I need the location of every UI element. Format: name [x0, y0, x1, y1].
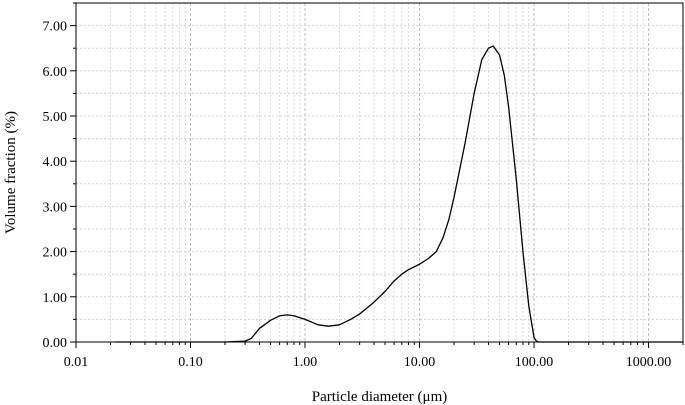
- y-axis-title: Volume fraction (%): [3, 111, 19, 234]
- y-tick-label: 3.00: [43, 200, 68, 215]
- x-tick-label: 1.00: [293, 355, 318, 370]
- y-tick-label: 4.00: [43, 155, 68, 170]
- y-tick-label: 1.00: [43, 291, 68, 306]
- y-tick-label: 6.00: [43, 65, 68, 80]
- series-layer: [115, 45, 683, 343]
- x-tick-label: 10.00: [404, 355, 436, 370]
- x-tick-label: 0.10: [178, 355, 203, 370]
- y-tick-label: 0.00: [43, 336, 68, 351]
- ticks: [70, 2, 684, 348]
- y-tick-label: 2.00: [43, 246, 68, 261]
- x-axis-title: Particle diameter (μm): [312, 389, 447, 405]
- series-line: [115, 45, 683, 343]
- x-tick-label: 1000.00: [626, 355, 672, 370]
- y-tick-label: 7.00: [43, 20, 68, 35]
- grid: [75, 2, 684, 343]
- x-tick-label: 0.01: [64, 355, 89, 370]
- tick-labels: 0.01 0.10 1.00 10.00 100.00 1000.00 0.00 1.00 2.…: [43, 20, 672, 370]
- plot-frame: [75, 2, 684, 343]
- y-tick-label: 5.00: [43, 110, 68, 125]
- x-tick-label: 100.00: [515, 355, 554, 370]
